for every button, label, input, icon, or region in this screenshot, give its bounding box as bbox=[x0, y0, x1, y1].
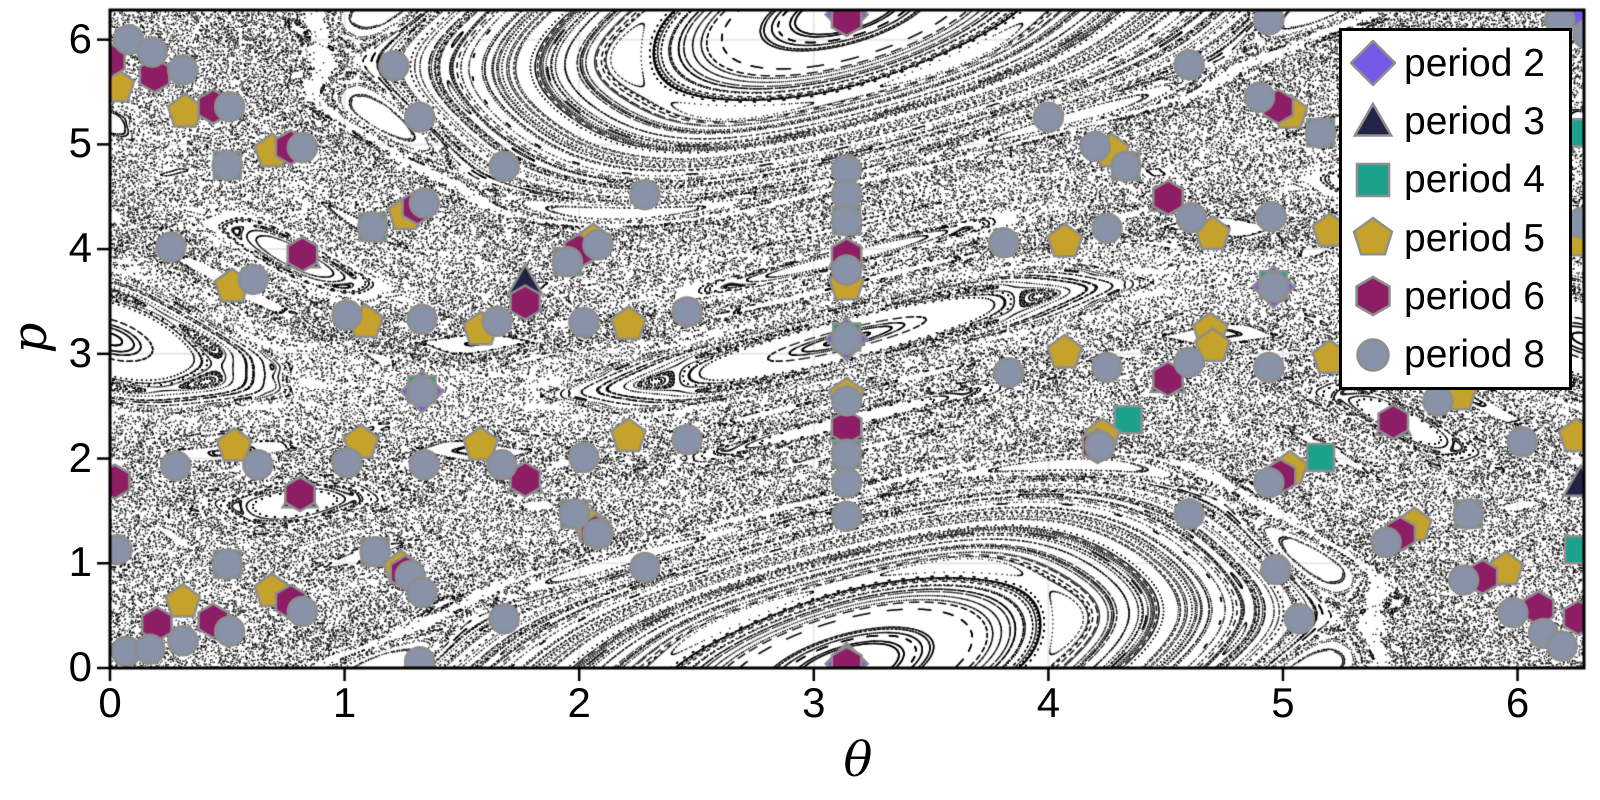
legend-item: period 8 bbox=[1350, 329, 1569, 381]
legend-item-label: period 8 bbox=[1404, 333, 1545, 377]
legend-marker-square-icon bbox=[1355, 162, 1391, 198]
x-tick-label: 5 bbox=[1271, 679, 1295, 726]
y-tick-label: 6 bbox=[68, 14, 92, 62]
x-tick-label: 1 bbox=[332, 679, 357, 726]
legend-item-label: period 6 bbox=[1404, 274, 1545, 318]
x-tick-label: 3 bbox=[802, 679, 826, 726]
x-tick-label: 6 bbox=[1505, 679, 1530, 726]
legend-item: period 4 bbox=[1350, 154, 1569, 206]
legend-marker-diamond-icon bbox=[1350, 40, 1396, 87]
y-tick-label: 3 bbox=[68, 328, 92, 376]
y-tick-label: 1 bbox=[68, 538, 92, 586]
legend-marker-circle-icon bbox=[1356, 337, 1390, 372]
legend-item-label: period 3 bbox=[1404, 100, 1545, 144]
legend-item: period 2 bbox=[1350, 37, 1569, 89]
legend-item: period 5 bbox=[1350, 212, 1569, 264]
x-axis-label: θ bbox=[843, 732, 873, 788]
legend-item-label: period 4 bbox=[1404, 158, 1545, 202]
y-tick-label: 0 bbox=[68, 643, 92, 691]
y-tick-label: 4 bbox=[68, 224, 92, 272]
y-tick-label: 5 bbox=[68, 119, 92, 167]
legend-item: period 3 bbox=[1350, 96, 1569, 148]
legend-item-label: period 2 bbox=[1404, 41, 1545, 85]
legend-item: period 6 bbox=[1350, 270, 1569, 322]
legend: period 2 period 3 period 4 period 5 period 6… bbox=[1339, 28, 1572, 390]
y-tick-label: 2 bbox=[68, 433, 92, 481]
x-tick-label: 0 bbox=[98, 679, 122, 726]
legend-marker-pentagon-icon bbox=[1352, 216, 1394, 256]
legend-marker-triangle-icon bbox=[1352, 101, 1394, 137]
x-tick-label: 2 bbox=[567, 679, 591, 726]
legend-marker-hexagon-icon bbox=[1355, 275, 1391, 317]
legend-item-label: period 5 bbox=[1404, 216, 1545, 260]
x-tick-label: 4 bbox=[1036, 679, 1061, 726]
